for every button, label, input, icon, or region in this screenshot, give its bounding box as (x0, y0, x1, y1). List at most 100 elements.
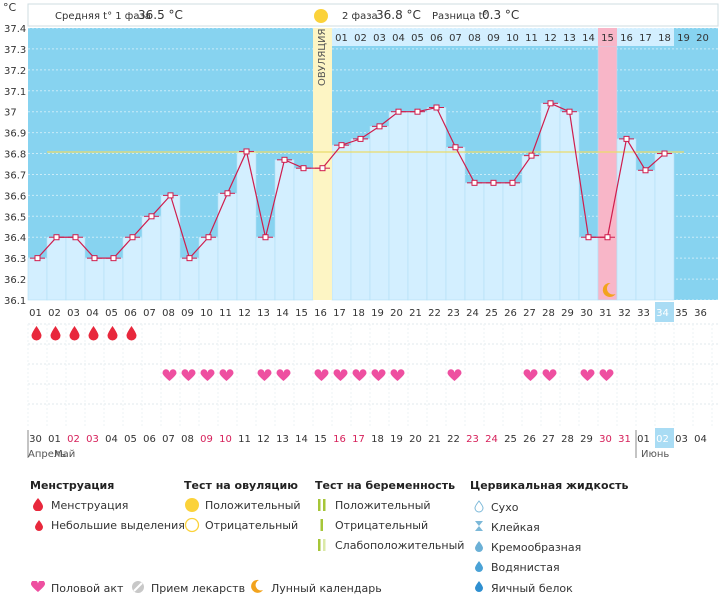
cycle-day-label: 33 (637, 308, 650, 319)
intercourse-heart (371, 369, 386, 381)
temperature-bar (331, 144, 352, 301)
intercourse-heart (181, 369, 196, 381)
phase2-day-label: 17 (639, 33, 652, 44)
menstruation-drop (31, 326, 42, 341)
phase2-day-label: 12 (544, 33, 557, 44)
temperature-bar (483, 182, 504, 301)
temperature-point (490, 179, 497, 186)
date-label: 15 (314, 434, 327, 445)
date-label: 20 (409, 434, 422, 445)
temperature-point (167, 192, 174, 199)
temperature-point (509, 179, 516, 186)
temperature-bar (160, 195, 181, 301)
temperature-bar (578, 236, 599, 301)
date-label: 31 (618, 434, 631, 445)
moon-icon (602, 282, 616, 297)
date-label: 17 (352, 434, 365, 445)
y-tick-label: 37.1 (4, 87, 26, 98)
date-label: 10 (219, 434, 232, 445)
date-label: 02 (67, 434, 80, 445)
cervical-eggwhite-icon (475, 581, 483, 592)
temperature-bar (464, 182, 485, 301)
date-label: 18 (371, 434, 384, 445)
cycle-day-label: 13 (257, 308, 270, 319)
phase2-day-label: 20 (696, 33, 709, 44)
pregnancy-positive-icon (318, 499, 326, 511)
cycle-day-label: 18 (352, 308, 365, 319)
cycle-day-label: 35 (675, 308, 688, 319)
date-label: 26 (523, 434, 536, 445)
temperature-bar (84, 257, 105, 301)
cycle-day-label: 05 (105, 308, 118, 319)
drop-small-icon (35, 520, 43, 531)
temperature-bar (407, 111, 428, 301)
cycle-day-label: 32 (618, 308, 631, 319)
temperature-bar (293, 167, 314, 301)
phase2-day-label: 01 (335, 33, 348, 44)
unit-label: °C (3, 1, 17, 14)
y-tick-label: 37.4 (4, 24, 26, 35)
date-label: 19 (390, 434, 403, 445)
temperature-bar (616, 138, 637, 301)
date-label: 01 (48, 434, 61, 445)
intercourse-heart (542, 369, 557, 381)
date-label: 01 (637, 434, 650, 445)
temperature-bar (635, 169, 656, 301)
date-label: 13 (276, 434, 289, 445)
legend-cervical-title: Цервикальная жидкость (470, 479, 629, 492)
temperature-bar (236, 151, 257, 301)
cycle-day-label: 31 (599, 308, 612, 319)
temperature-point (281, 156, 288, 163)
temperature-point (300, 165, 307, 172)
month-june: Июнь (641, 449, 669, 460)
temperature-bar (426, 107, 447, 301)
y-tick-label: 36.6 (4, 191, 26, 202)
legend-pregnancy-weak: Слабоположительный (335, 539, 465, 552)
date-label: 05 (124, 434, 137, 445)
cervical-sticky-icon (475, 521, 483, 531)
y-tick-label: 36.2 (4, 275, 26, 286)
cervical-creamy-icon (475, 541, 483, 552)
bbt-chart: °C 37.4 37.3 37.2 37.1 37 36.9 36.8 36.7 36.6 36.… (3, 1, 719, 460)
cycle-day-label: 17 (333, 308, 346, 319)
cycle-day-label: 19 (371, 308, 384, 319)
temperature-bar (445, 146, 466, 301)
temperature-point (452, 144, 459, 151)
cycle-day-label: 16 (314, 308, 327, 319)
temperature-point (91, 255, 98, 262)
phase2-day-label: 14 (582, 33, 595, 44)
phase2-day-strip (332, 28, 674, 46)
temperature-point (148, 213, 155, 220)
temperature-point (623, 135, 630, 142)
cycle-day-label: 11 (219, 308, 232, 319)
phase2-day-label: 04 (392, 33, 405, 44)
legend-medication: Прием лекарств (151, 582, 246, 595)
cycle-day-label: 23 (447, 308, 460, 319)
temperature-point (566, 108, 573, 115)
cycle-day-label: 03 (67, 308, 80, 319)
cycle-day-label: 12 (238, 308, 251, 319)
temperature-point (186, 255, 193, 262)
cervical-watery-icon (475, 561, 483, 572)
cycle-day-label: 15 (295, 308, 308, 319)
phase2-day-label: 07 (449, 33, 462, 44)
cervical-dry-icon (474, 500, 484, 513)
temperature-point (642, 167, 649, 174)
intercourse-heart (257, 369, 272, 381)
temperature-bars (27, 45, 675, 301)
temperature-bar (597, 45, 618, 301)
date-label: 22 (447, 434, 460, 445)
legend-lunar: Лунный календарь (271, 582, 382, 595)
diff-label: Разница t° (432, 11, 488, 22)
cycle-day-label: 28 (542, 308, 555, 319)
cycle-day-label: 22 (428, 308, 441, 319)
diff-value: 0.3 °C (482, 8, 519, 22)
cycle-day-label: 10 (200, 308, 213, 319)
temperature-bar (559, 111, 580, 301)
legend-cervical-creamy: Кремообразная (491, 541, 582, 554)
month-april: Апрель (28, 449, 66, 460)
cycle-day-label: 20 (390, 308, 403, 319)
y-tick-label: 36.3 (4, 254, 26, 265)
cycle-day-label: 04 (86, 308, 99, 319)
date-label: 23 (466, 434, 479, 445)
